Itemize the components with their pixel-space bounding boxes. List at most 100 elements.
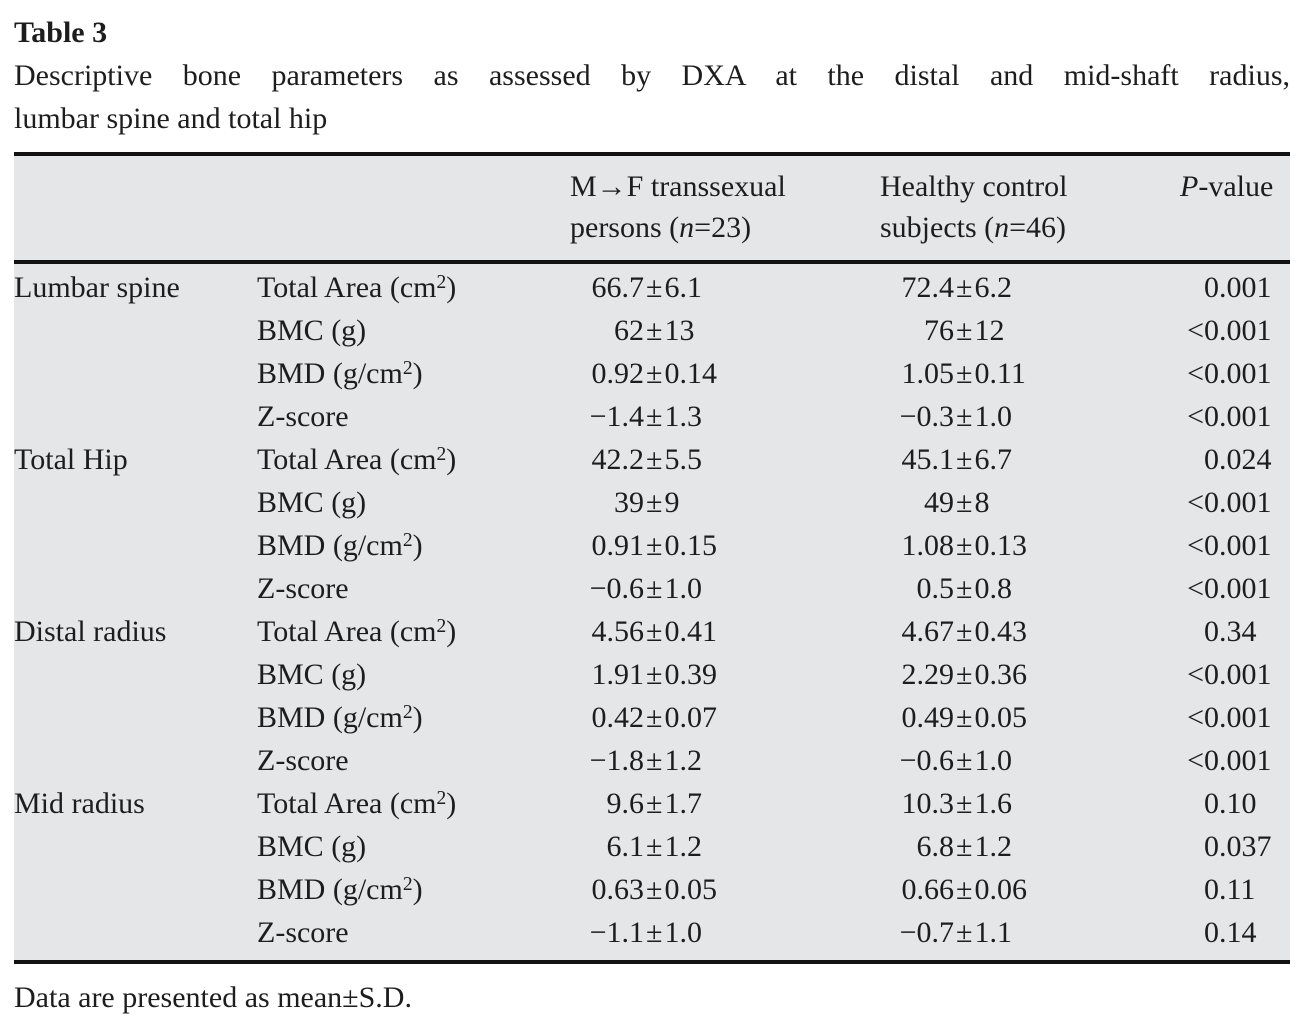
- param-cell: Z-score: [257, 400, 349, 433]
- group2-mean: 49: [924, 486, 954, 519]
- group2-sd: 0.05: [974, 701, 1027, 734]
- group2-value-cell: −0.3±1.0: [880, 395, 1180, 438]
- pvalue-cell: 0.001: [1180, 266, 1290, 309]
- plus-minus-sign: ±: [646, 916, 663, 949]
- group1-sd: 1.2: [664, 744, 702, 777]
- pvalue-number: 0.001: [1204, 744, 1272, 777]
- table-header: M→F transsexual persons (n=23) Healthy c…: [14, 156, 1290, 260]
- pvalue-prefix: [1180, 868, 1204, 911]
- header-site-column: [14, 166, 257, 248]
- group2-value-cell: 4.67±0.43: [880, 610, 1180, 653]
- group1-header-line2: persons (n=23): [570, 211, 752, 244]
- site-cell: [14, 739, 257, 782]
- param-cell: BMD (g/cm2): [257, 529, 423, 562]
- group1-sd: 0.41: [664, 615, 717, 648]
- pvalue-cell: <0.001: [1180, 653, 1290, 696]
- plus-minus-sign: ±: [956, 615, 973, 648]
- group2-sd: 0.11: [974, 357, 1026, 390]
- group1-sd: 6.1: [664, 271, 702, 304]
- group1-value-cell: 0.63±0.05: [570, 868, 880, 911]
- table-row: Z-score −0.6±1.0 0.5±0.8 <0.001: [14, 567, 1290, 610]
- group1-sd: 0.14: [664, 357, 717, 390]
- pvalue-number: 0.001: [1204, 357, 1272, 390]
- group2-mean: −0.6: [899, 744, 954, 777]
- plus-minus-sign: ±: [646, 314, 663, 347]
- plus-minus-sign: ±: [646, 357, 663, 390]
- group1-value-cell: 6.1±1.2: [570, 825, 880, 868]
- param-cell: Z-score: [257, 916, 349, 949]
- group1-value-cell: 0.92±0.14: [570, 352, 880, 395]
- group1-value-cell: 42.2±5.5: [570, 438, 880, 481]
- group2-sd: 1.1: [974, 916, 1012, 949]
- table-row: BMC (g) 39 ±9 49±8 <0.001: [14, 481, 1290, 524]
- table-row: BMD (g/cm2) 0.92±0.14 1.05±0.11 <0.001: [14, 352, 1290, 395]
- group1-sd: 9: [664, 486, 680, 519]
- param-cell: Z-score: [257, 572, 349, 605]
- table-row: Mid radius Total Area (cm2) 9.6±1.7 10.3…: [14, 782, 1290, 825]
- pvalue-prefix: [1180, 610, 1204, 653]
- pvalue-prefix: <: [1187, 400, 1204, 433]
- table-row: Z-score −1.8±1.2 −0.6±1.0 <0.001: [14, 739, 1290, 782]
- pvalue-cell: <0.001: [1180, 696, 1290, 739]
- site-cell: Total Hip: [14, 443, 128, 476]
- plus-minus-sign: ±: [956, 400, 973, 433]
- plus-minus-sign: ±: [646, 787, 663, 820]
- group2-mean: 72.4: [901, 271, 955, 304]
- plus-minus-sign: ±: [956, 486, 973, 519]
- group2-value-cell: 0.5±0.8: [880, 567, 1180, 610]
- table-row: BMD (g/cm2) 0.91±0.15 1.08±0.13 <0.001: [14, 524, 1290, 567]
- pvalue-cell: <0.001: [1180, 352, 1290, 395]
- pvalue-prefix: [1180, 825, 1204, 868]
- plus-minus-sign: ±: [646, 701, 663, 734]
- site-cell: Mid radius: [14, 787, 145, 820]
- pvalue-cell: 0.14: [1180, 911, 1290, 954]
- pvalue-number: 0.001: [1204, 400, 1272, 433]
- plus-minus-sign: ±: [956, 701, 973, 734]
- table-body: Lumbar spine Total Area (cm2) 66.7±6.1 7…: [14, 264, 1290, 960]
- group2-value-cell: 76±12: [880, 309, 1180, 352]
- group1-sd: 1.7: [664, 787, 702, 820]
- pvalue-cell: 0.34: [1180, 610, 1290, 653]
- pvalue-prefix: <: [1187, 658, 1204, 691]
- group2-sd: 6.2: [974, 271, 1012, 304]
- group1-mean: −1.8: [589, 744, 644, 777]
- caption-line: lumbar spine and total hip: [14, 102, 328, 135]
- pvalue-cell: <0.001: [1180, 481, 1290, 524]
- param-cell: BMD (g/cm2): [257, 701, 423, 734]
- group1-header-line1: M→F transsexual: [570, 170, 786, 203]
- table-row: Distal radius Total Area (cm2) 4.56±0.41…: [14, 610, 1290, 653]
- group2-sd: 0.8: [974, 572, 1012, 605]
- plus-minus-sign: ±: [956, 271, 973, 304]
- group1-value-cell: 0.91±0.15: [570, 524, 880, 567]
- table-caption: Descriptive bone parameters as assessed …: [14, 54, 1290, 140]
- group2-value-cell: 49±8: [880, 481, 1180, 524]
- param-cell: BMC (g): [257, 486, 367, 519]
- group2-sd: 12: [974, 314, 1005, 347]
- pvalue-cell: <0.001: [1180, 395, 1290, 438]
- group2-mean: 1.05: [901, 357, 955, 390]
- plus-minus-sign: ±: [646, 830, 663, 863]
- header-pvalue-column: P-value: [1180, 170, 1274, 203]
- group2-value-cell: 72.4±6.2: [880, 266, 1180, 309]
- table-row: BMC (g) 1.91±0.39 2.29±0.36 <0.001: [14, 653, 1290, 696]
- param-cell: Total Area (cm2): [257, 615, 457, 648]
- pvalue-prefix: [1180, 782, 1204, 825]
- caption-line: Descriptive bone parameters as assessed …: [14, 59, 1290, 92]
- group1-mean: 66.7: [591, 271, 645, 304]
- group2-sd: 0.06: [974, 873, 1027, 906]
- plus-minus-sign: ±: [956, 873, 973, 906]
- group1-mean: 39: [614, 486, 644, 519]
- pvalue-prefix: <: [1187, 529, 1204, 562]
- group1-mean: 0.42: [591, 701, 645, 734]
- site-cell: Lumbar spine: [14, 271, 180, 304]
- pvalue-number: 0.001: [1204, 314, 1272, 347]
- param-cell: BMC (g): [257, 314, 367, 347]
- group1-mean: 0.91: [591, 529, 645, 562]
- group2-sd: 6.7: [974, 443, 1012, 476]
- plus-minus-sign: ±: [956, 744, 973, 777]
- site-cell: Distal radius: [14, 615, 167, 648]
- pvalue-prefix: <: [1187, 357, 1204, 390]
- group2-mean: 6.8: [916, 830, 955, 863]
- table-header-rule: [14, 260, 1290, 264]
- param-cell: BMD (g/cm2): [257, 873, 423, 906]
